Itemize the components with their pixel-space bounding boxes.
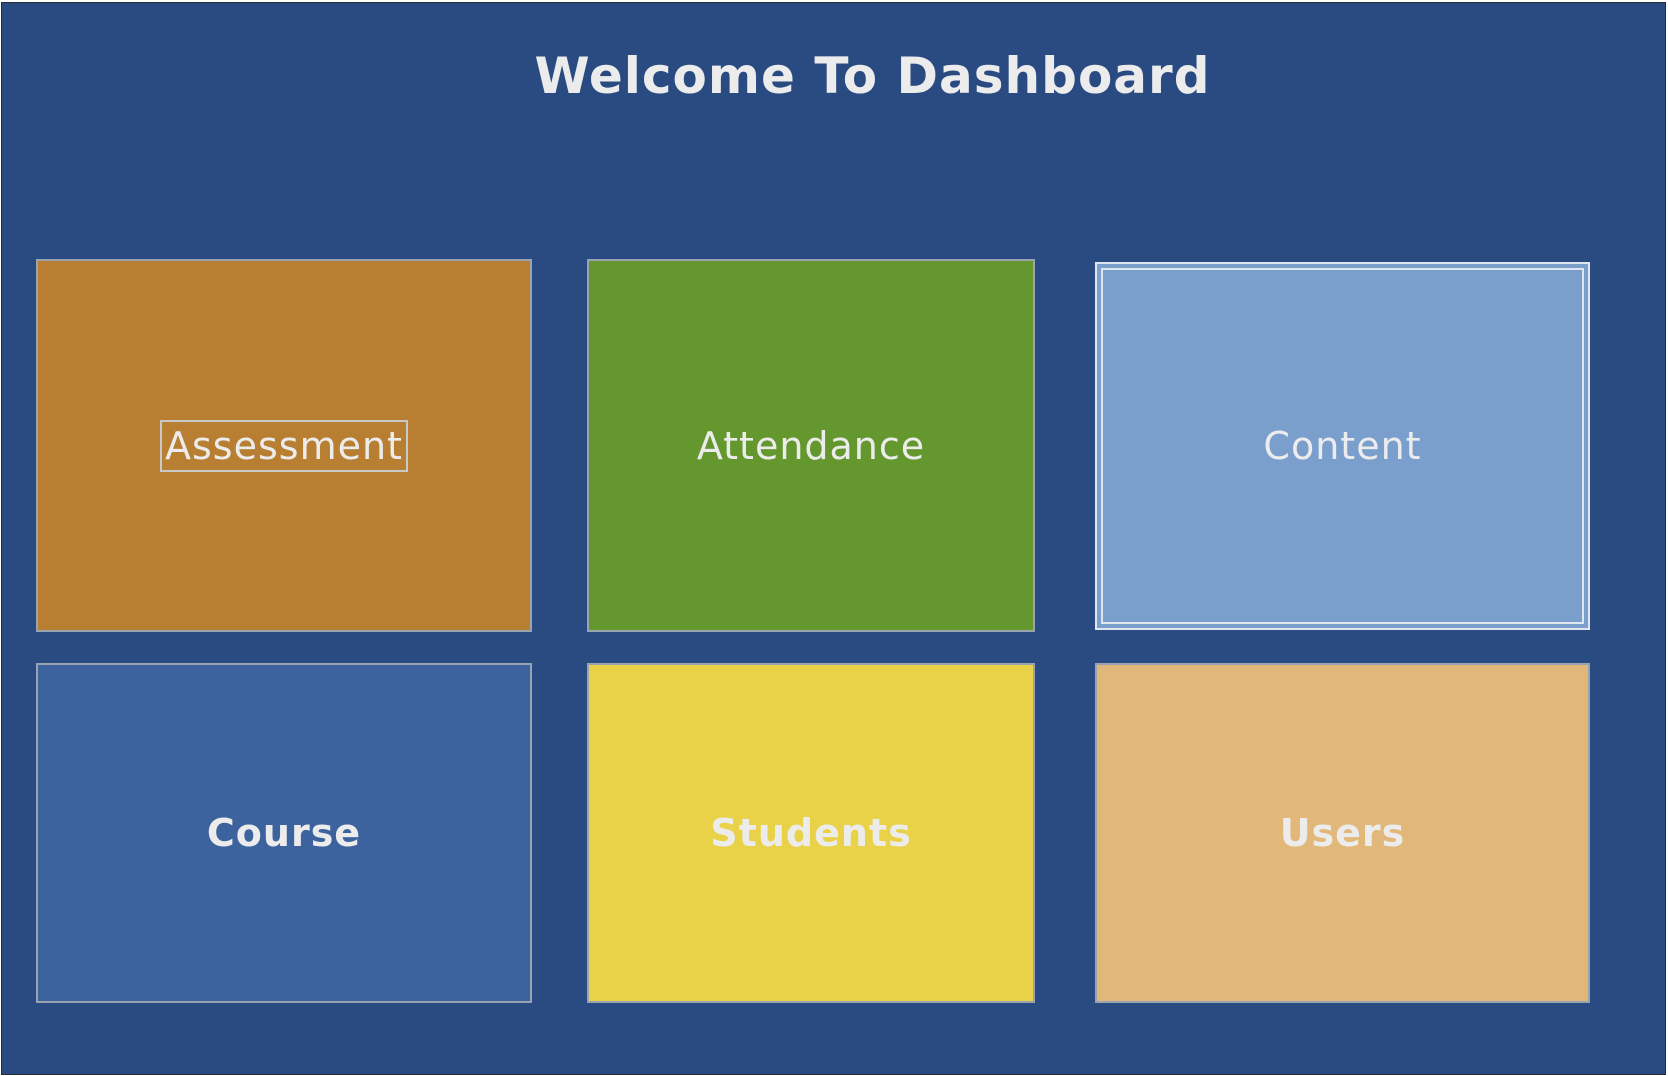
students-label: Students [710, 811, 912, 855]
course-button[interactable]: Course [36, 663, 532, 1003]
assessment-label: Assessment [160, 419, 408, 472]
content-button[interactable]: Content [1095, 262, 1590, 630]
dashboard-panel: Welcome To Dashboard Assessment Attendan… [2, 3, 1665, 1074]
course-label: Course [206, 811, 362, 855]
page-title: Welcome To Dashboard [534, 47, 1211, 105]
users-label: Users [1279, 811, 1406, 855]
students-button[interactable]: Students [587, 663, 1035, 1003]
assessment-button[interactable]: Assessment [36, 259, 532, 632]
attendance-label: Attendance [696, 423, 926, 468]
users-button[interactable]: Users [1095, 663, 1590, 1003]
attendance-button[interactable]: Attendance [587, 259, 1035, 632]
content-label: Content [1263, 424, 1422, 468]
